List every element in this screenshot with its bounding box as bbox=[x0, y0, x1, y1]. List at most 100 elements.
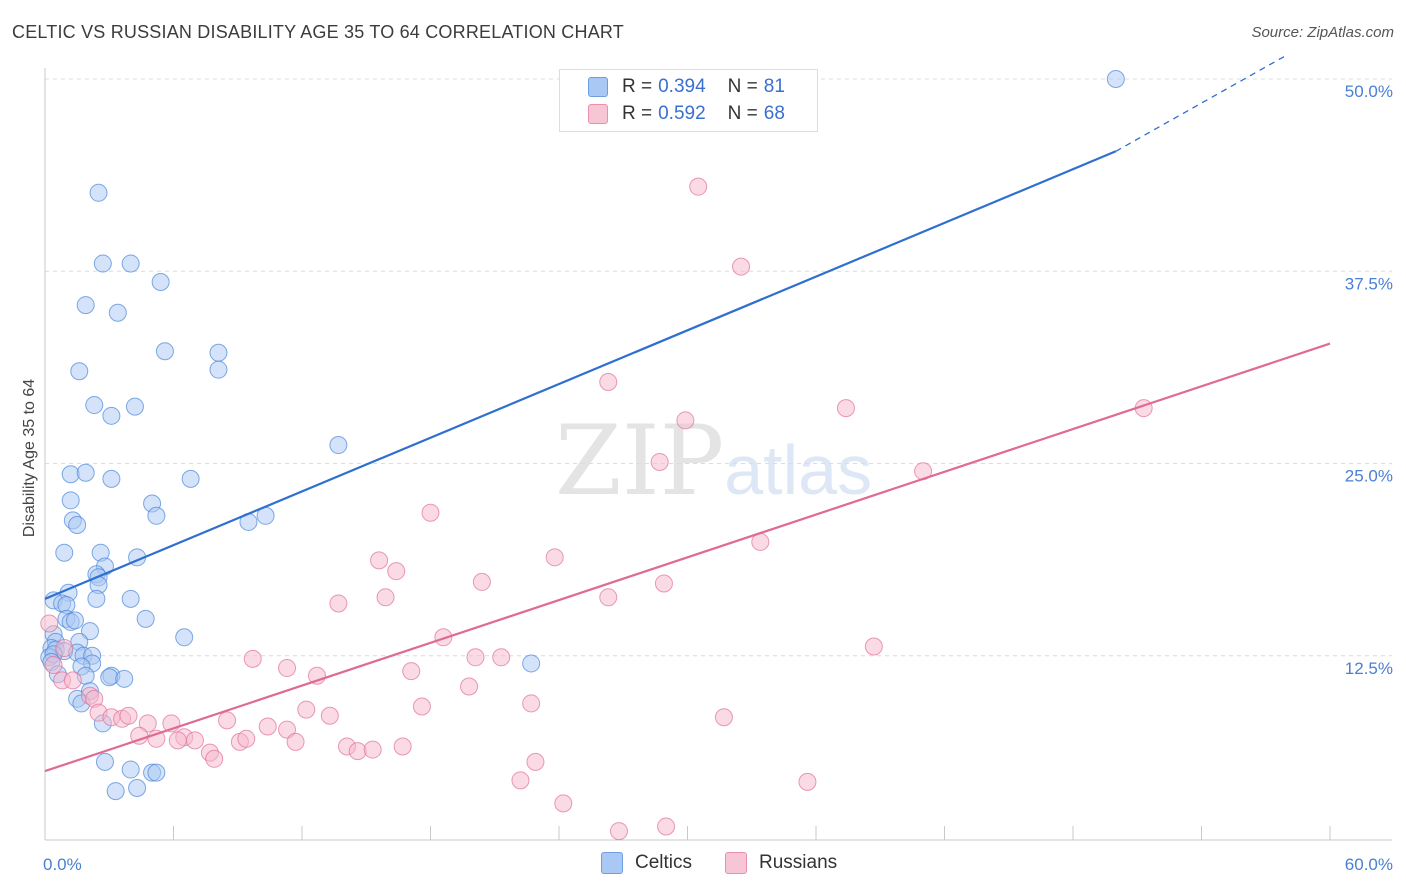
celtics-point bbox=[147, 763, 166, 782]
x-tick-label: 60.0% bbox=[1345, 855, 1393, 874]
russians-point bbox=[714, 708, 733, 727]
y-tick-label: 25.0% bbox=[1345, 467, 1393, 486]
celtics-point bbox=[93, 254, 112, 273]
celtics-point bbox=[76, 463, 95, 482]
celtics-point bbox=[61, 491, 80, 510]
russians-point bbox=[732, 257, 751, 276]
russians-trend-line bbox=[44, 342, 1331, 773]
watermark-zip: ZIP bbox=[555, 405, 725, 517]
celtics-point bbox=[209, 360, 228, 379]
russians-point bbox=[599, 588, 618, 607]
n-value: 81 bbox=[763, 76, 785, 97]
celtics-point bbox=[102, 406, 121, 425]
russians-point bbox=[421, 503, 440, 522]
celtics-point bbox=[125, 397, 144, 416]
russians-point bbox=[348, 742, 367, 761]
legend-row-celtics: R = 0.394 N = 81 bbox=[588, 75, 807, 99]
russians-point bbox=[654, 574, 673, 593]
legend-item-russians[interactable]: Russians bbox=[725, 852, 837, 874]
y-tick-label: 50.0% bbox=[1345, 82, 1393, 101]
russians-point bbox=[258, 717, 277, 736]
russians-point bbox=[387, 562, 406, 581]
russians-point bbox=[278, 659, 297, 678]
n-value: 68 bbox=[763, 103, 785, 124]
celtics-point bbox=[522, 654, 541, 673]
chart-title: CELTIC VS RUSSIAN DISABILITY AGE 35 TO 6… bbox=[12, 22, 624, 42]
celtics-point bbox=[85, 396, 104, 415]
celtics-point bbox=[175, 628, 194, 647]
celtics-legend-swatch bbox=[601, 852, 623, 874]
celtics-point bbox=[121, 760, 140, 779]
russians-point bbox=[297, 700, 316, 719]
russians-point bbox=[460, 677, 479, 696]
russians-point bbox=[466, 648, 485, 667]
russians-point bbox=[434, 628, 453, 647]
russians-point bbox=[55, 639, 74, 658]
series-legend: Celtics Russians bbox=[0, 852, 1406, 876]
y-tick-label: 12.5% bbox=[1345, 659, 1393, 678]
russians-point bbox=[657, 817, 676, 836]
russians-point bbox=[836, 399, 855, 418]
russians-point bbox=[119, 706, 138, 725]
russians-point bbox=[676, 411, 695, 430]
stats-legend: R = 0.394 N = 81 R = 0.592 N = 68 bbox=[559, 69, 818, 132]
russians-point bbox=[798, 772, 817, 791]
celtics-point bbox=[100, 668, 119, 687]
celtics-point bbox=[55, 543, 74, 562]
n-label: N = bbox=[727, 103, 758, 124]
celtics-swatch bbox=[588, 77, 608, 97]
russians-point bbox=[650, 452, 669, 471]
russians-point bbox=[237, 729, 256, 748]
celtics-point bbox=[70, 362, 89, 381]
celtics-point bbox=[89, 183, 108, 202]
russians-point bbox=[472, 572, 491, 591]
russians-point bbox=[320, 706, 339, 725]
r-value: 0.592 bbox=[658, 103, 706, 124]
russians-point bbox=[864, 637, 883, 656]
russians-point bbox=[370, 551, 389, 570]
russians-point bbox=[599, 372, 618, 391]
russians-point bbox=[138, 714, 157, 733]
russians-point bbox=[329, 594, 348, 613]
russians-legend-swatch bbox=[725, 852, 747, 874]
celtics-point bbox=[76, 296, 95, 315]
legend-item-celtics[interactable]: Celtics bbox=[601, 852, 692, 874]
r-value: 0.394 bbox=[658, 76, 706, 97]
celtics-point bbox=[61, 465, 80, 484]
russians-point bbox=[40, 614, 59, 633]
r-label: R = bbox=[622, 76, 653, 97]
celtics-point bbox=[329, 436, 348, 455]
russians-point bbox=[402, 662, 421, 681]
celtics-point bbox=[128, 779, 147, 798]
celtics-point bbox=[136, 609, 155, 628]
celtics-point bbox=[68, 516, 87, 535]
celtics-point bbox=[181, 469, 200, 488]
celtics-point bbox=[65, 611, 84, 630]
russians-point bbox=[130, 726, 149, 745]
source-label: Source: ZipAtlas.com bbox=[1251, 24, 1394, 41]
celtics-point bbox=[155, 342, 174, 361]
russians-legend-label: Russians bbox=[759, 852, 838, 873]
celtics-point bbox=[121, 254, 140, 273]
n-label: N = bbox=[727, 76, 758, 97]
celtics-point bbox=[95, 752, 114, 771]
russians-point bbox=[168, 731, 187, 750]
watermark-atlas: atlas bbox=[724, 431, 873, 509]
russians-point bbox=[376, 588, 395, 607]
russians-point bbox=[286, 732, 305, 751]
russians-point bbox=[545, 548, 564, 567]
russians-point bbox=[278, 720, 297, 739]
celtics-point bbox=[115, 669, 134, 688]
celtics-point bbox=[102, 469, 121, 488]
legend-row-russians: R = 0.592 N = 68 bbox=[588, 102, 807, 126]
russians-point bbox=[511, 771, 530, 790]
russians-point bbox=[522, 694, 541, 713]
russians-swatch bbox=[588, 104, 608, 124]
celtics-point bbox=[87, 589, 106, 608]
celtics-point bbox=[209, 343, 228, 362]
celtics-point bbox=[80, 622, 99, 641]
celtics-point bbox=[106, 782, 125, 801]
russians-point bbox=[205, 749, 224, 768]
russians-point bbox=[363, 740, 382, 759]
